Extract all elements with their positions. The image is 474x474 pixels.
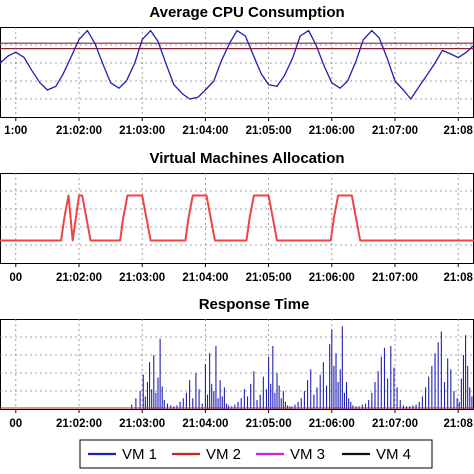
cpu-chart: 1:00 21:02:00 21:03:00 21:04:00 21:05:00 21:0… [0,27,474,137]
legend-box [79,439,433,469]
legend-label-vm2: VM 2 [206,446,241,463]
x-tick-label: 21:08 [443,125,473,137]
x-tick-label: 21:07:00 [372,125,418,137]
x-tick-label: 21:07:00 [372,418,418,430]
x-tick-label: 21:05:00 [246,272,292,284]
legend-label-vm3: VM 3 [290,446,325,463]
alloc-series-line [0,194,474,242]
x-tick-label: 21:04:00 [182,125,228,137]
x-tick-label: 21:08 [443,418,473,430]
x-tick-label: 21:08 [443,272,473,284]
x-tick-label: 21:03:00 [119,272,165,284]
alloc-chart: 00 21:02:00 21:03:00 21:04:00 21:05:00 21:06:… [0,173,474,284]
response-chart-title: Response Time [199,296,310,313]
x-tick-label: 00 [9,272,22,284]
x-tick-label: 21:02:00 [56,418,102,430]
plot-frame [0,319,474,410]
response-chart: 00 21:02:00 21:03:00 21:04:00 21:05:00 21:06:… [0,319,474,430]
x-tick-label: 21:05:00 [246,125,292,137]
alloc-chart-title: Virtual Machines Allocation [149,150,344,167]
cpu-chart-title: Average CPU Consumption [149,4,344,21]
x-tick-label: 21:06:00 [309,125,355,137]
x-tick-label: 21:04:00 [182,272,228,284]
legend-label-vm4: VM 4 [376,446,411,463]
x-tick-label: 21:04:00 [182,418,228,430]
x-tick-label: 21:06:00 [309,418,355,430]
legend: VM 1 VM 2 VM 3 VM 4 [79,439,433,469]
x-tick-label: 1:00 [4,125,27,137]
x-tick-label: 21:03:00 [119,125,165,137]
x-tick-label: 21:05:00 [246,418,292,430]
legend-label-vm1: VM 1 [122,446,157,463]
x-tick-label: 00 [9,418,22,430]
x-tick-label: 21:06:00 [309,272,355,284]
x-tick-label: 21:02:00 [56,125,102,137]
vm1-series-line [0,29,474,100]
x-tick-label: 21:03:00 [119,418,165,430]
x-tick-label: 21:02:00 [56,272,102,284]
plot-frame [0,27,474,118]
x-tick-label: 21:07:00 [372,272,418,284]
